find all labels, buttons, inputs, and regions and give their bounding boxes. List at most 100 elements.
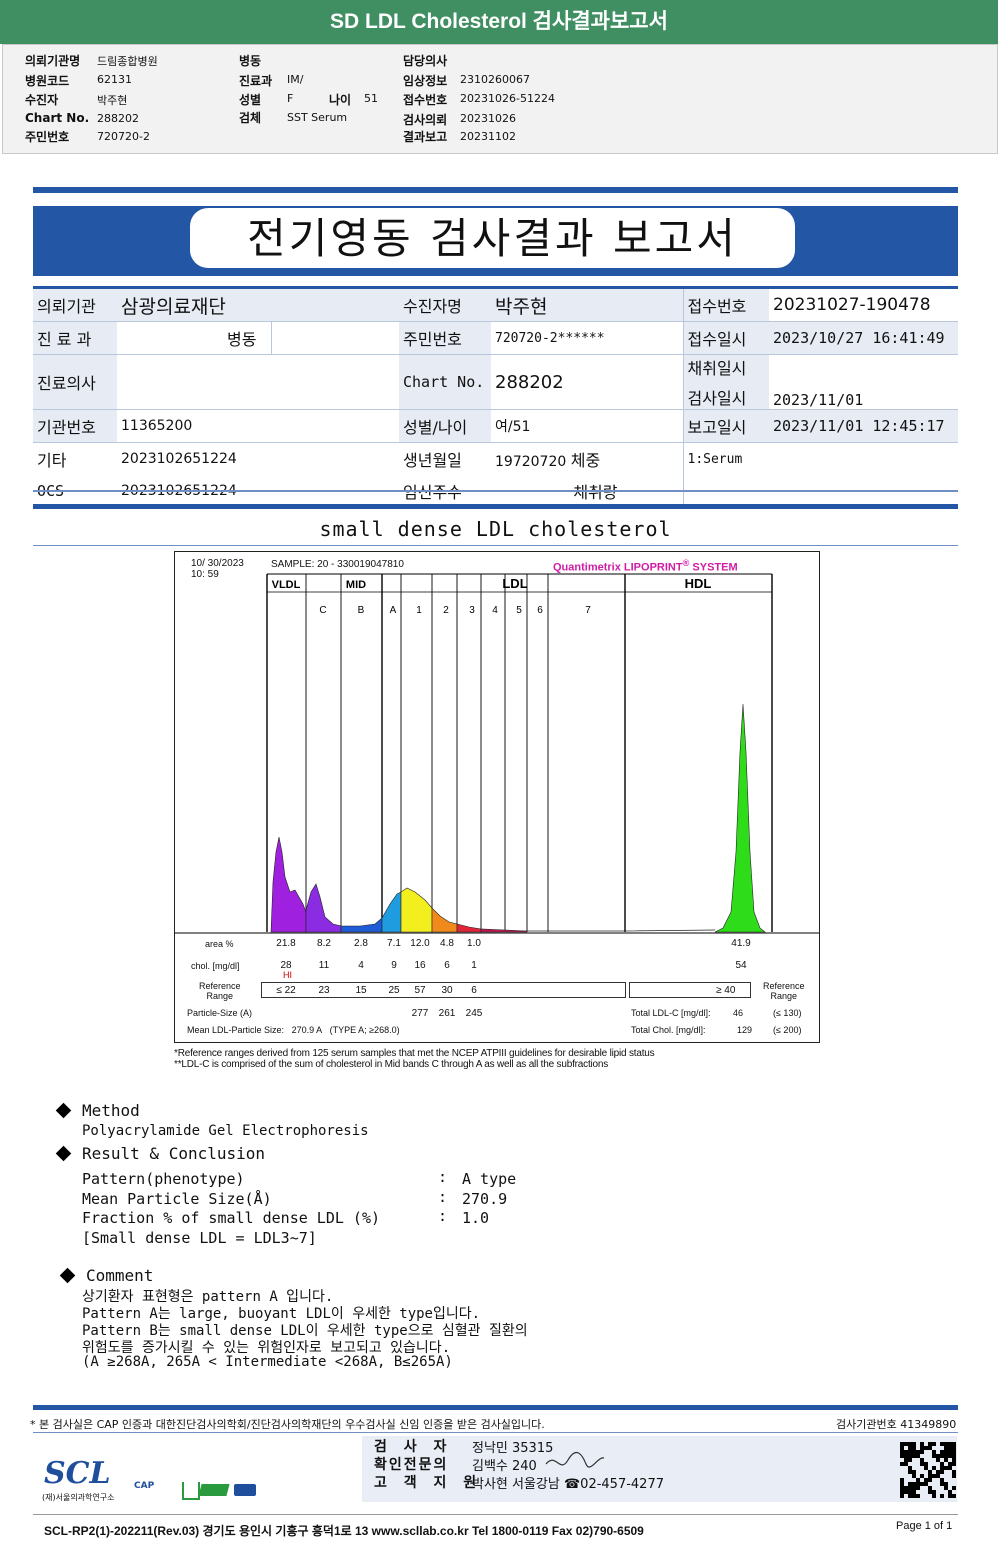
header-value: F (287, 92, 294, 105)
total-ldl-label: Total LDL-C [mg/dl]: (631, 1008, 711, 1018)
qr-module (952, 1454, 956, 1458)
qr-module (952, 1474, 956, 1478)
cell-value: 2023/11/01 (769, 354, 958, 410)
ref-value: 6 (471, 985, 477, 996)
footnote: *Reference ranges derived from 125 serum… (174, 1048, 655, 1059)
qr-module (916, 1478, 920, 1482)
method-heading: Method (82, 1101, 140, 1120)
section-title: small dense LDL cholesterol (319, 517, 672, 541)
chart-sample: SAMPLE: 20 - 330019047810 (271, 559, 404, 570)
report-banner: SD LDL Cholesterol 검사결과보고서 (0, 0, 998, 44)
comment-line: Pattern B는 small dense LDL이 우세한 type으로 심… (82, 1323, 528, 1339)
header-label: 검사의뢰 (403, 113, 448, 127)
signature-icon (545, 1451, 605, 1468)
qr-module (916, 1486, 920, 1490)
qr-module (900, 1490, 904, 1494)
header-value: 20231026-51224 (460, 92, 555, 105)
ref-range-hdl-box (629, 982, 751, 998)
cell-label: 기관번호 (33, 409, 117, 443)
colon: : (438, 1207, 448, 1225)
qr-module (908, 1450, 912, 1454)
lipoprint-chart: VLDL MID LDL HDL C B A 1 2 3 4 5 6 7 10/ 30/2023 10: … (174, 551, 820, 1043)
header-value: 720720-2 (97, 130, 150, 143)
support-label: 고 객 지 원 (374, 1475, 483, 1491)
qr-module (940, 1454, 944, 1458)
qr-module (904, 1462, 908, 1466)
qr-module (932, 1474, 936, 1478)
cap-logo: CAP (134, 1481, 155, 1491)
qr-module (944, 1446, 948, 1450)
band-label: 2 (443, 605, 449, 616)
ref-value: 57 (414, 985, 426, 996)
qr-module (904, 1458, 908, 1462)
colon: : (438, 1168, 448, 1186)
band-label: B (358, 605, 365, 616)
qr-module (916, 1450, 920, 1454)
cell-value: 720720-2****** (491, 321, 683, 355)
cert-text: * 본 검사실은 CAP 인증과 대한진단검사의학회/진단검사의학재단의 우수검… (30, 1418, 545, 1431)
mean-row: Mean LDL-Particle Size: 270.9 A (TYPE A;… (187, 1025, 400, 1035)
qr-module (924, 1446, 928, 1450)
qr-module (912, 1442, 916, 1446)
qr-module (900, 1446, 904, 1450)
area-value: 8.2 (317, 938, 331, 949)
qr-module (900, 1486, 904, 1490)
qr-module (952, 1442, 956, 1446)
signature-box: 검 사 자 정낙민 35315 확인전문의 김백수 240 고 객 지 원 박사… (362, 1436, 957, 1502)
area-value: 4.8 (440, 938, 454, 949)
ref-range-box (261, 982, 626, 998)
cell-value: 여/51 (491, 409, 683, 443)
ldl2-peak (431, 907, 458, 933)
qr-module (900, 1442, 904, 1446)
header-label: 임상정보 (403, 74, 448, 88)
cell-label: 접수번호 (682, 289, 769, 322)
tester-label: 검 사 자 (374, 1439, 453, 1455)
header-label: 의뢰기관명 (25, 54, 81, 68)
ldl3-peak (456, 923, 482, 933)
cell-label: 생년월일 (403, 451, 462, 470)
cell-value: 2023/10/27 16:41:49 (769, 321, 958, 355)
qr-module (900, 1482, 904, 1486)
cert-logo-icon (198, 1484, 230, 1496)
qr-module (944, 1466, 948, 1470)
qr-module (948, 1450, 952, 1454)
vldl-peak (270, 836, 307, 933)
result-value: 1.0 (462, 1209, 490, 1227)
qr-module (908, 1458, 912, 1462)
qr-module (928, 1442, 932, 1446)
divider (33, 490, 958, 492)
patient-info-table: 의뢰기관 삼광의료재단 수진자명 박주현 접수번호 20231027-19047… (33, 289, 958, 507)
header-label: 검체 (239, 111, 262, 125)
particle-value: 277 (411, 1008, 429, 1019)
cell-label: 검사일시 (687, 389, 747, 408)
bullet-diamond-icon (59, 1267, 76, 1284)
qr-module (952, 1470, 956, 1474)
chol-value: 1 (471, 960, 477, 971)
cell-label: 의뢰기관 (33, 289, 117, 322)
header-label: 담당의사 (403, 54, 448, 68)
cell-value: 20231027-190478 (769, 289, 958, 322)
qr-module (900, 1454, 904, 1458)
header-label: Chart No. (25, 111, 90, 125)
qr-module (904, 1442, 908, 1446)
colon: : (438, 1188, 448, 1206)
qr-module (904, 1450, 908, 1454)
qr-module (948, 1490, 952, 1494)
divider (33, 1514, 958, 1515)
result-value: 270.9 (462, 1190, 508, 1208)
qr-module (928, 1474, 932, 1478)
qr-module (912, 1486, 916, 1490)
specimen-value: 1:Serum (682, 442, 958, 475)
qr-module (940, 1470, 944, 1474)
header-label: 성별 (239, 93, 262, 107)
qr-module (940, 1478, 944, 1482)
scl-logo-sub: (재)서울의과학연구소 (42, 1493, 115, 1502)
qr-module (928, 1490, 932, 1494)
qr-module (912, 1446, 916, 1450)
header-label: 수진자 (25, 93, 59, 107)
qr-module (948, 1466, 952, 1470)
header-value: 20231102 (460, 130, 516, 143)
qr-module (936, 1454, 940, 1458)
header-value: 20231026 (460, 112, 516, 125)
confirm-label: 확인전문의 (374, 1457, 449, 1473)
